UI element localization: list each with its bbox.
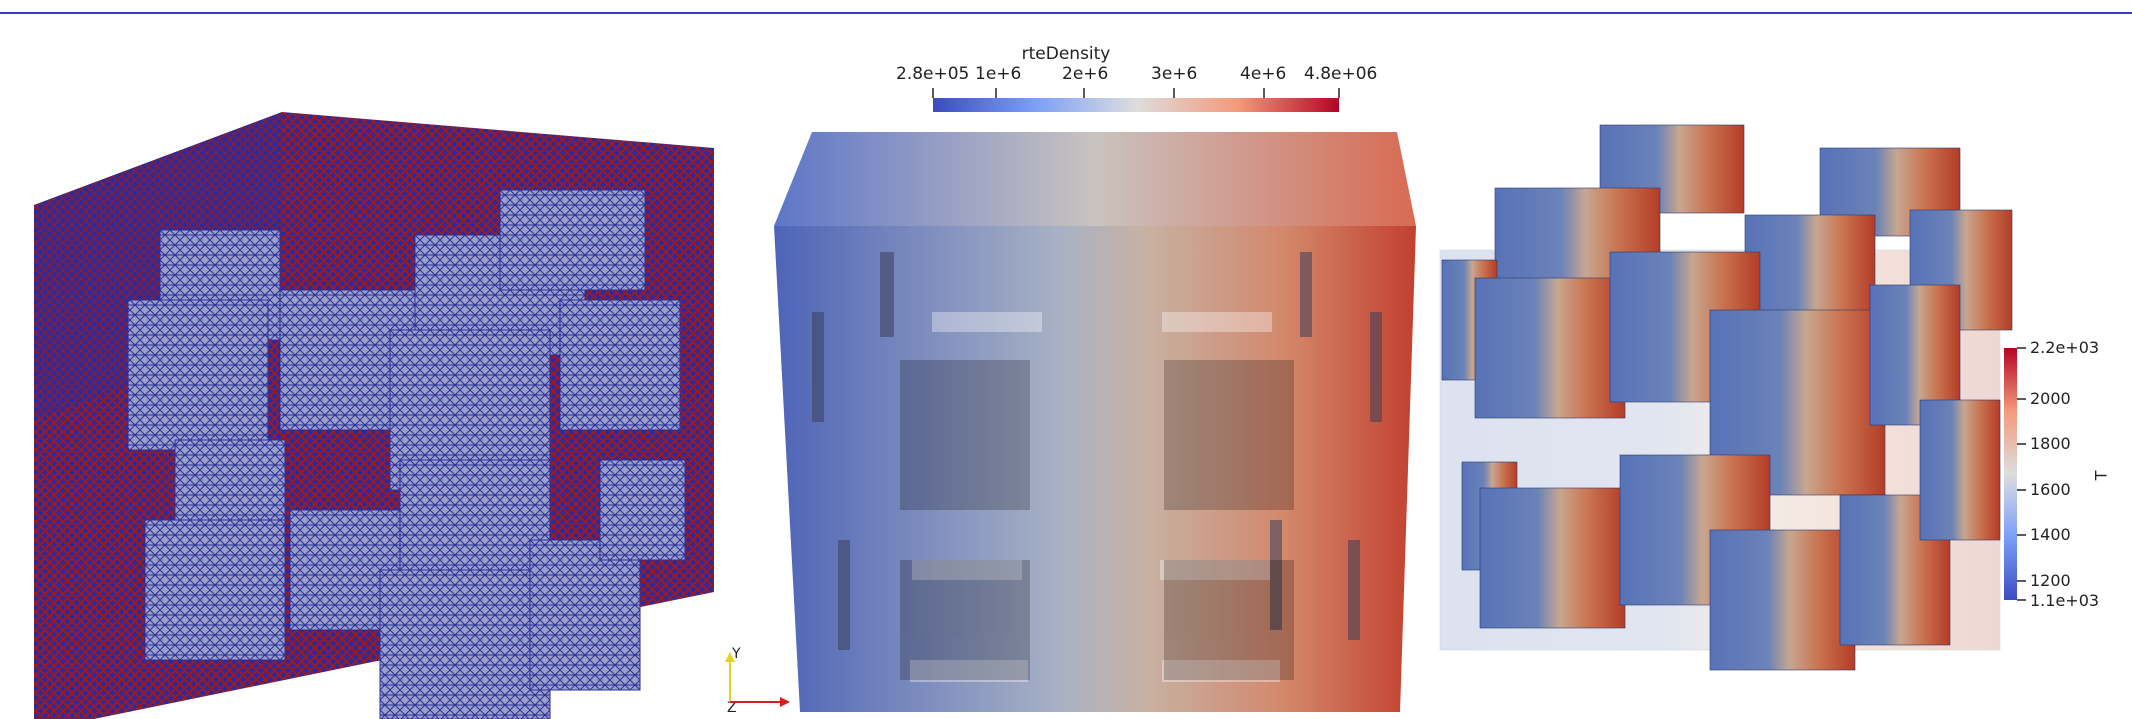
right-temperature-render: [1439, 124, 2013, 671]
right-colorbar-tick-1: 2000: [2030, 389, 2071, 408]
top-colorbar-tick-5: 4.8e+06: [1304, 64, 1378, 84]
middle-density-render: [774, 132, 1416, 712]
top-colorbar: [932, 88, 1340, 112]
right-colorbar-tick-3: 1600: [2030, 480, 2071, 499]
right-colorbar-tick-4: 1400: [2030, 525, 2071, 544]
top-border-line: [0, 12, 2132, 14]
right-colorbar-tick-6: 1.1e+03: [2030, 591, 2100, 610]
top-colorbar-title: rteDensity: [1021, 44, 1111, 64]
top-colorbar-tick-0: 2.8e+05: [896, 64, 970, 84]
top-colorbar-tick-4: 4e+6: [1240, 64, 1287, 84]
right-colorbar-tick-2: 1800: [2030, 434, 2071, 453]
left-mesh-render: [34, 112, 714, 719]
right-colorbar-tick-0: 2.2e+03: [2030, 338, 2100, 357]
top-colorbar-tick-1: 1e+6: [975, 64, 1022, 84]
orientation-axes: [725, 652, 790, 707]
top-colorbar-tick-3: 3e+6: [1151, 64, 1198, 84]
axis-z-label: Z: [727, 700, 737, 716]
axis-y-label: Y: [732, 646, 741, 662]
right-colorbar: [2004, 347, 2026, 601]
top-colorbar-tick-2: 2e+6: [1062, 64, 1109, 84]
right-colorbar-tick-5: 1200: [2030, 571, 2071, 590]
